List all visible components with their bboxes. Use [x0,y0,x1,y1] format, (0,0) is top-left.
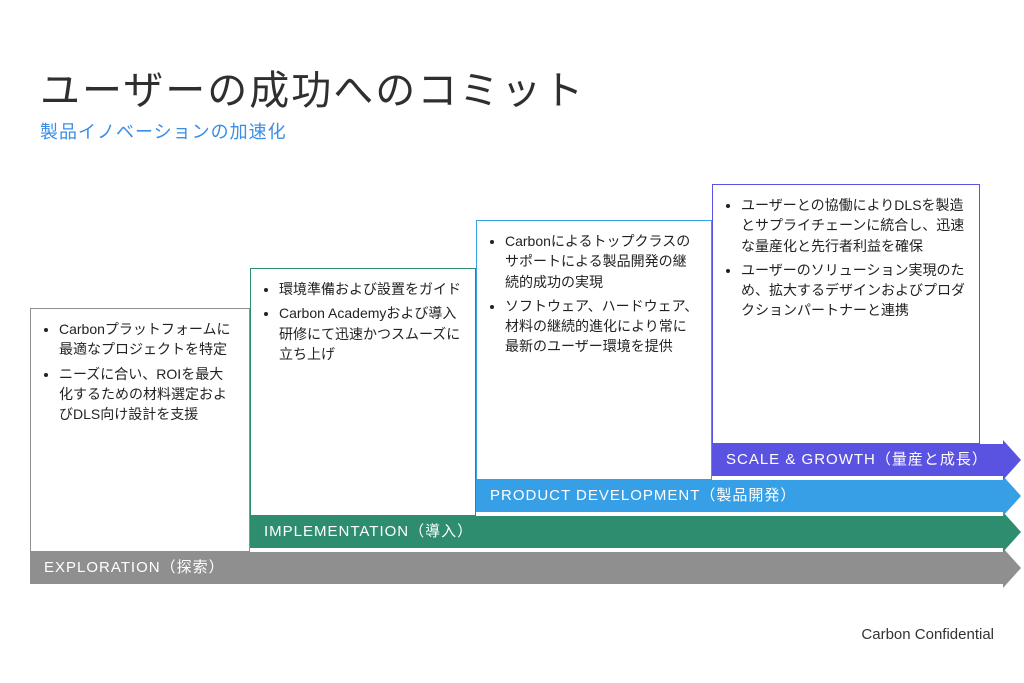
slide: ユーザーの成功へのコミット 製品イノベーションの加速化 EXPLORATION（… [0,0,1024,683]
stage-arrow-label: SCALE & GROWTH（量産と成長） [726,451,988,468]
stage-box-scale-growth: ユーザーとの協働によりDLSを製造とサプライチェーンに統合し、迅速な量産化と先行… [712,184,980,444]
stage-bullet: ユーザーとの協働によりDLSを製造とサプライチェーンに統合し、迅速な量産化と先行… [741,195,967,256]
stage-bullet: Carbon Academyおよび導入研修にて迅速かつスムーズに立ち上げ [279,303,463,364]
stage-bullet-list: Carbonによるトップクラスのサポートによる製品開発の継続的成功の実現ソフトウ… [485,231,699,357]
stage-bullet: 環境準備および設置をガイド [279,279,463,299]
stage-bullet-list: 環境準備および設置をガイド Carbon Academyおよび導入研修にて迅速かつ… [259,279,463,364]
footer-confidential: Carbon Confidential [861,626,994,643]
stage-box-product-development: Carbonによるトップクラスのサポートによる製品開発の継続的成功の実現ソフトウ… [476,220,712,480]
stage-arrow-exploration: EXPLORATION（探索） [30,552,1003,584]
stage-bullet: Carbonプラットフォームに最適なプロジェクトを特定 [59,319,237,360]
stage-box-exploration: Carbonプラットフォームに最適なプロジェクトを特定ニーズに合い、ROIを最大… [30,308,250,552]
stage-bullet-list: ユーザーとの協働によりDLSを製造とサプライチェーンに統合し、迅速な量産化と先行… [721,195,967,321]
stage-box-implementation: 環境準備および設置をガイド Carbon Academyおよび導入研修にて迅速かつ… [250,268,476,516]
stage-arrow-label: IMPLEMENTATION（導入） [264,523,473,540]
stage-bullet: ニーズに合い、ROIを最大化するための材料選定およびDLS向け設計を支援 [59,364,237,425]
stage-bullet-list: Carbonプラットフォームに最適なプロジェクトを特定ニーズに合い、ROIを最大… [39,319,237,424]
stage-arrow-label: EXPLORATION（探索） [44,559,225,576]
stage-arrow-implementation: IMPLEMENTATION（導入） [250,516,1003,548]
stage-bullet: ユーザーのソリューション実現のため、拡大するデザインおよびプロダクションパートナ… [741,260,967,321]
stage-arrow-scale-growth: SCALE & GROWTH（量産と成長） [712,444,1003,476]
stage-arrow-label: PRODUCT DEVELOPMENT（製品開発） [490,487,796,504]
stage-arrow-product-development: PRODUCT DEVELOPMENT（製品開発） [476,480,1003,512]
stage-bullet: Carbonによるトップクラスのサポートによる製品開発の継続的成功の実現 [505,231,699,292]
stage-bullet: ソフトウェア、ハードウェア、材料の継続的進化により常に最新のユーザー環境を提供 [505,296,699,357]
slide-title: ユーザーの成功へのコミット [40,58,585,116]
slide-subtitle: 製品イノベーションの加速化 [40,118,287,144]
